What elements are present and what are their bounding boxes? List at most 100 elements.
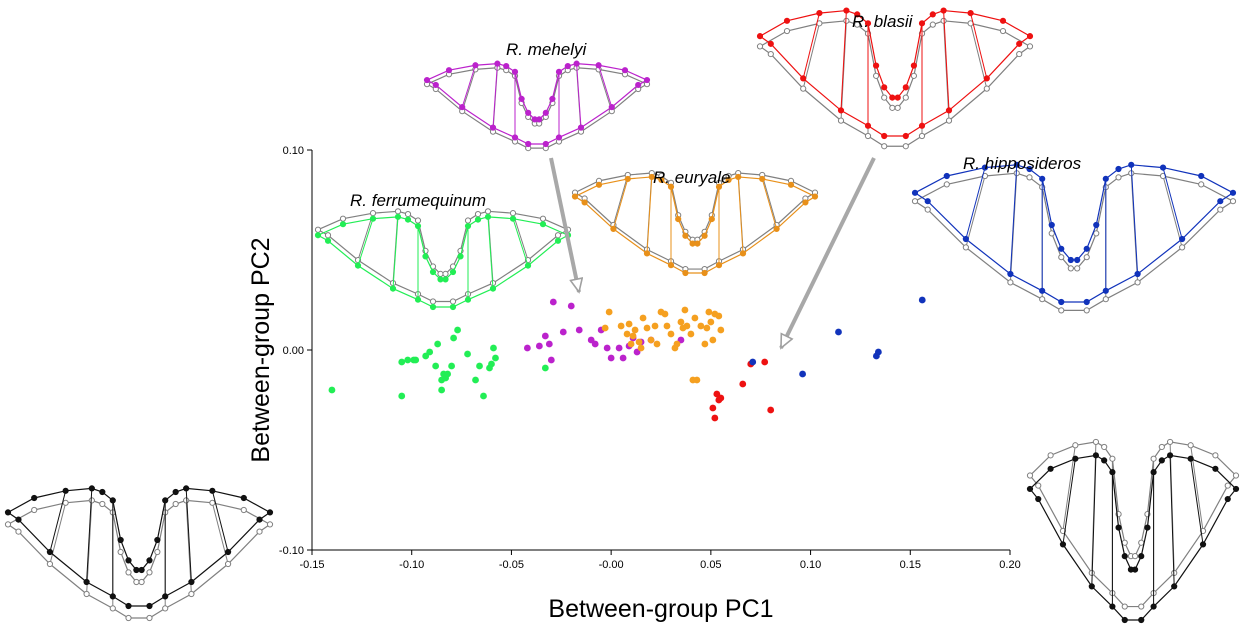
y-tick-label: -0.10 <box>279 545 304 557</box>
blasii-wing-strut <box>943 10 950 111</box>
pc1-negative-wing-landmark <box>172 488 179 496</box>
blasii-wing-outline <box>759 20 1031 109</box>
blasii-wing-landmark <box>881 132 888 140</box>
euryale-wing-landmark <box>694 240 701 247</box>
pc1-negative-wing-landmark <box>209 499 216 506</box>
blasii-wing-landmark <box>918 132 926 140</box>
blasii-wing-landmark <box>783 17 791 24</box>
hipposideros-wing-strut <box>1162 167 1183 240</box>
hipposideros-wing-landmark <box>924 198 931 205</box>
blasii-wing-landmark <box>864 20 872 27</box>
data-point <box>398 358 406 366</box>
ferrumequinum-wing-landmark <box>429 303 437 311</box>
mehelyi-wing-landmark <box>503 63 510 70</box>
ferrumequinum-wing-landmark <box>489 285 497 292</box>
pc2-negative-wing-landmark <box>1150 455 1157 462</box>
data-point <box>715 312 723 320</box>
data-point <box>464 350 471 358</box>
data-point <box>603 344 611 352</box>
mehelyi-wing-landmark <box>423 76 431 84</box>
blasii-wing-landmark <box>918 122 926 129</box>
hipposideros-wing-strut <box>1009 164 1018 275</box>
data-point <box>653 340 661 348</box>
pc1-negative-wing-landmark <box>109 605 116 612</box>
hipposideros-wing-landmark <box>962 244 969 251</box>
euryale-wing-outline <box>574 196 816 274</box>
data-point <box>541 332 549 340</box>
euryale-wing-landmark <box>725 176 732 183</box>
euryale-wing-landmark <box>701 232 708 239</box>
blasii-wing-landmark <box>864 122 872 129</box>
blasii-wing-landmark <box>902 143 909 150</box>
pc2-negative-wing-landmark <box>1150 603 1157 610</box>
mehelyi-wing-landmark <box>536 116 543 123</box>
pc1-negative-wing-landmark <box>99 500 106 508</box>
pc2-negative-wing-landmark <box>1166 438 1174 446</box>
pc1-negative-wing-landmark <box>256 516 263 523</box>
x-axis-title: Between-group PC1 <box>548 595 773 623</box>
euryale-wing-strut <box>646 176 653 254</box>
hipposideros-wing-landmark <box>1013 161 1020 168</box>
mehelyi-wing-landmark <box>573 60 580 67</box>
ferrumequinum-wing-landmark <box>464 222 472 230</box>
ferrumequinum-wing-landmark <box>314 226 322 233</box>
blasii-wing-landmark <box>999 27 1007 35</box>
hipposideros-wing-outline <box>914 172 1234 269</box>
pc1-negative-wing <box>4 485 274 622</box>
pc1-negative-wing-landmark <box>183 497 190 504</box>
ferrumequinum-wing <box>314 208 572 311</box>
x-tick-label: 0.05 <box>700 559 721 571</box>
ferrumequinum-wing-outline <box>317 229 569 303</box>
pc2-negative-wing-landmark <box>1212 452 1219 459</box>
pc1-negative-wing-landmark <box>83 578 90 586</box>
pc1-negative-wing-outline <box>7 523 271 619</box>
pc2-negative-wing-landmark <box>1101 443 1108 451</box>
ferrumequinum-wing-landmark <box>324 232 332 239</box>
pc1-negative-wing-landmark <box>146 614 153 622</box>
hipposideros-wing-landmark <box>1067 265 1074 272</box>
data-point <box>625 320 633 328</box>
pc1-negative-wing-landmark <box>172 500 179 508</box>
blasii-wing-landmark <box>756 33 764 40</box>
hipposideros-wing-landmark <box>943 172 950 180</box>
blasii-wing-strut <box>802 12 820 79</box>
pc2-negative-wing-landmark <box>1158 443 1165 451</box>
pc1-negative-wing-landmark <box>154 536 161 544</box>
mehelyi-wing-landmark <box>445 67 453 74</box>
blasii-wing-landmark <box>800 75 807 82</box>
data-point <box>709 336 717 344</box>
pc1-negative-wing-landmark <box>109 497 116 504</box>
hipposideros-wing-landmark <box>1229 189 1237 196</box>
mehelyi-wing-landmark <box>489 124 497 131</box>
hipposideros-wing-outline <box>914 200 1234 311</box>
hipposideros-wing-landmark <box>1115 174 1122 181</box>
ferrumequinum-wing-landmark <box>474 216 482 223</box>
pc1-negative-wing-landmark <box>15 528 22 535</box>
data-point <box>426 348 434 356</box>
pc2-negative-wing-landmark <box>1224 482 1231 489</box>
ferrumequinum-wing-landmark <box>437 276 444 283</box>
blasii-arrow <box>779 157 876 348</box>
euryale-wing-strut <box>761 178 778 230</box>
pc1-negative-wing-landmark <box>117 536 124 544</box>
hipposideros-wing-landmark <box>1083 254 1090 261</box>
ferrumequinum-wing-landmark <box>404 210 412 218</box>
pc1-negative-wing-landmark <box>4 509 12 516</box>
label-mehelyi: R. mehelyi <box>506 40 588 59</box>
data-point <box>637 344 645 352</box>
hipposideros-wing-landmark <box>911 198 919 205</box>
hipposideros-wing-strut <box>1130 164 1139 275</box>
blasii-wing-landmark <box>767 40 774 47</box>
mehelyi-wing-landmark <box>511 68 519 75</box>
pc1-negative-wing-landmark <box>183 485 190 492</box>
pc2-negative-wing-landmark <box>1187 455 1194 462</box>
data-point <box>607 354 615 362</box>
hipposideros-wing-landmark <box>1074 265 1081 272</box>
data-point <box>693 376 701 384</box>
pc2-negative-wing-landmark <box>1138 603 1145 610</box>
data-point <box>398 392 406 400</box>
pc2-negative-wing-landmark <box>1212 465 1219 472</box>
pc1-negative-wing-landmark <box>125 602 132 610</box>
pc1-negative-wing-landmark <box>188 590 195 598</box>
euryale-wing-strut <box>737 176 744 254</box>
